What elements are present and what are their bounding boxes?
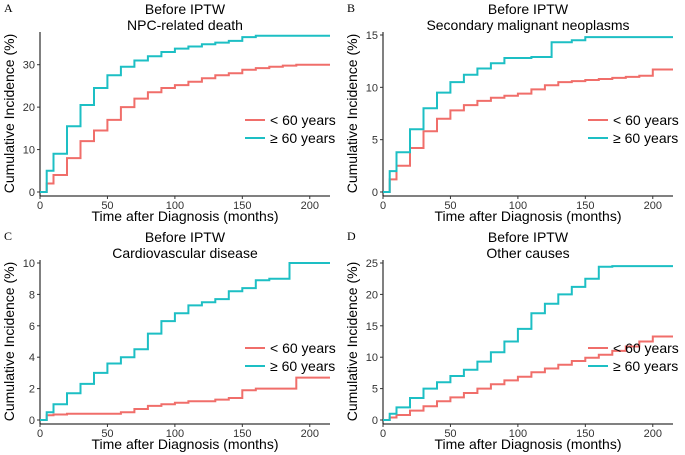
legend-label: < 60 years — [270, 112, 336, 128]
x-tick-label: 100 — [509, 200, 527, 212]
x-tick-label: 50 — [101, 428, 113, 440]
chart-panel-a: A Before IPTW NPC-related death 0 50 100 150 20… — [0, 0, 342, 227]
x-tick-label: 50 — [444, 200, 456, 212]
y-tick-label: 6 — [29, 321, 35, 333]
chart-subtitle: Cardiovascular disease — [112, 245, 258, 261]
series-line-under-60 — [40, 376, 330, 421]
series-line-over-60 — [40, 262, 330, 421]
x-axis-label: Time after Diagnosis (months) — [435, 436, 622, 452]
y-tick-label: 10 — [23, 145, 35, 157]
x-tick-label: 100 — [166, 200, 184, 212]
x-tick-label: 150 — [233, 200, 251, 212]
x-tick-label: 150 — [576, 428, 594, 440]
x-axis-label: Time after Diagnosis (months) — [92, 436, 279, 452]
y-axis-label: Cumulative Incidence (%) — [344, 34, 360, 194]
series-line-over-60 — [40, 34, 330, 193]
x-tick-label: 200 — [644, 200, 662, 212]
series-line-under-60 — [383, 68, 673, 193]
y-tick-label: 30 — [23, 60, 35, 72]
legend-label: < 60 years — [613, 340, 679, 356]
y-tick-label: 0 — [29, 415, 35, 427]
x-tick-label: 100 — [509, 428, 527, 440]
panel-letter: C — [4, 229, 12, 243]
legend-label: ≥ 60 years — [613, 130, 678, 146]
chart-subtitle: Secondary malignant neoplasms — [426, 17, 629, 33]
x-tick-label: 0 — [380, 200, 386, 212]
y-tick-label: 5 — [372, 384, 378, 396]
chart-title: Before IPTW — [488, 229, 569, 245]
y-tick-label: 2 — [29, 384, 35, 396]
series-line-over-60 — [383, 265, 673, 421]
chart-subtitle: NPC-related death — [127, 17, 243, 33]
y-tick-label: 25 — [366, 258, 378, 270]
x-tick-label: 100 — [166, 428, 184, 440]
y-tick-label: 20 — [366, 289, 378, 301]
x-tick-label: 0 — [37, 200, 43, 212]
y-tick-label: 0 — [29, 187, 35, 199]
y-tick-label: 8 — [29, 289, 35, 301]
panel-letter: A — [4, 1, 13, 15]
chart-title: Before IPTW — [145, 1, 226, 17]
y-axis-label: Cumulative Incidence (%) — [344, 262, 360, 422]
legend-label: < 60 years — [270, 340, 336, 356]
y-axis-label: Cumulative Incidence (%) — [1, 34, 17, 194]
chart-panel-c: C Before IPTW Cardiovascular disease 0 50 100… — [0, 228, 342, 455]
y-tick-label: 10 — [366, 82, 378, 94]
series-line-under-60 — [383, 335, 673, 421]
x-tick-label: 50 — [101, 200, 113, 212]
panel-letter: B — [347, 1, 355, 15]
legend-label: ≥ 60 years — [270, 358, 335, 374]
y-tick-label: 15 — [366, 321, 378, 333]
series-line-under-60 — [40, 63, 330, 193]
chart-title: Before IPTW — [145, 229, 226, 245]
chart-panel-b: B Before IPTW Secondary malignant neoplasm… — [343, 0, 685, 227]
x-tick-label: 150 — [576, 200, 594, 212]
x-tick-label: 150 — [233, 428, 251, 440]
x-axis-label: Time after Diagnosis (months) — [92, 208, 279, 224]
chart-subtitle: Other causes — [486, 245, 569, 261]
chart-panel-d: D Before IPTW Other causes 0 50 100 150 200 0 5 10… — [343, 228, 685, 455]
y-tick-label: 15 — [366, 30, 378, 42]
legend-label: ≥ 60 years — [270, 130, 335, 146]
y-tick-label: 4 — [29, 352, 35, 364]
x-tick-label: 200 — [301, 428, 319, 440]
y-tick-label: 0 — [372, 415, 378, 427]
panel-letter: D — [347, 229, 356, 243]
x-tick-label: 0 — [37, 428, 43, 440]
legend-label: ≥ 60 years — [613, 358, 678, 374]
legend-label: < 60 years — [613, 112, 679, 128]
y-tick-label: 5 — [372, 135, 378, 147]
x-tick-label: 0 — [380, 428, 386, 440]
y-axis-label: Cumulative Incidence (%) — [1, 262, 17, 422]
y-tick-label: 10 — [23, 258, 35, 270]
y-tick-label: 20 — [23, 102, 35, 114]
y-tick-label: 0 — [372, 187, 378, 199]
chart-title: Before IPTW — [488, 1, 569, 17]
series-line-over-60 — [383, 36, 673, 193]
x-axis-label: Time after Diagnosis (months) — [435, 208, 622, 224]
y-tick-label: 10 — [366, 352, 378, 364]
x-tick-label: 200 — [644, 428, 662, 440]
x-tick-label: 200 — [301, 200, 319, 212]
x-tick-label: 50 — [444, 428, 456, 440]
